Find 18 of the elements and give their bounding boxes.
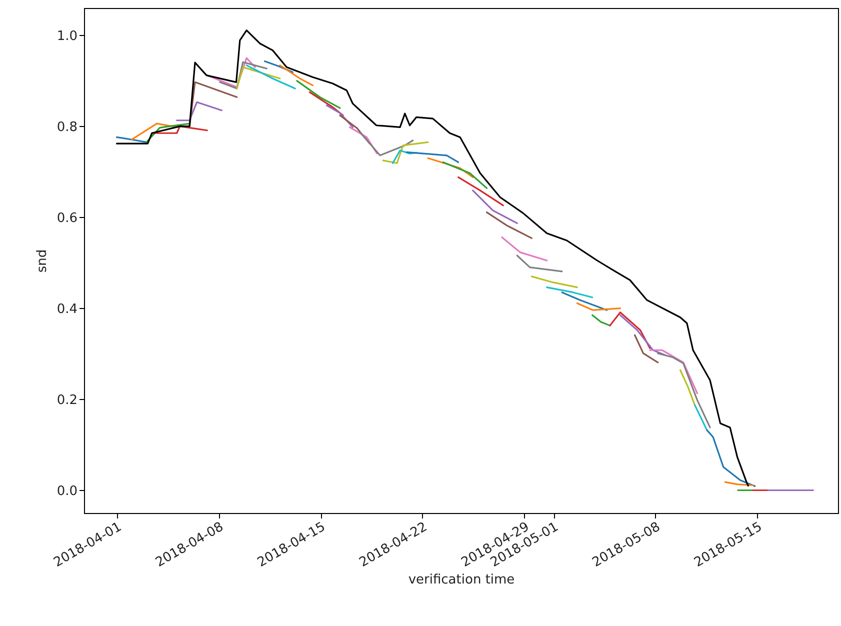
line-series <box>206 57 256 88</box>
x-axis-title: verification time <box>408 572 515 588</box>
y-axis-title: snd <box>34 249 50 273</box>
y-tick-label: 0.6 <box>56 210 78 226</box>
line-series <box>619 314 666 356</box>
line-series <box>116 29 750 487</box>
line-series <box>392 150 418 164</box>
line-series <box>359 131 414 156</box>
line-series <box>706 429 756 487</box>
y-tick-label: 1.0 <box>56 28 78 44</box>
line-series <box>219 61 268 90</box>
line-series <box>609 312 651 350</box>
y-tick-label: 0.8 <box>56 120 78 135</box>
y-tick-label: 0.4 <box>56 302 78 317</box>
line-series <box>382 141 429 164</box>
y-tick-label: 0.2 <box>56 392 78 408</box>
y-tick-label: 0.0 <box>56 484 78 499</box>
line-series <box>657 352 711 428</box>
